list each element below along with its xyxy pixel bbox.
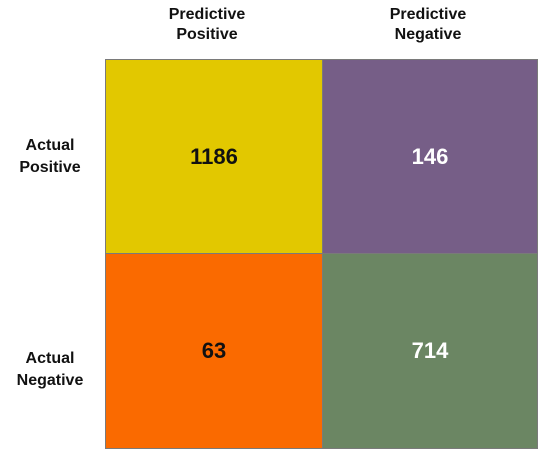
row-header-actual-positive: Actual Positive [10, 135, 90, 179]
column-header-line: Positive [176, 26, 238, 43]
cell-value-true-positive: 1186 [190, 143, 238, 169]
cell-false-negative: 146 [323, 60, 537, 254]
row-header-line: Negative [16, 372, 84, 389]
column-header-line: Negative [394, 26, 462, 43]
column-header-line: Predictive [168, 6, 246, 23]
column-header-predictive-positive: Predictive Positive [99, 5, 315, 45]
row-header-line: Positive [19, 159, 81, 176]
row-header-line: Actual [25, 350, 75, 367]
cell-true-negative: 714 [323, 254, 537, 448]
row-header-actual-negative: Actual Negative [10, 348, 90, 392]
matrix-grid: 1186 146 63 714 [105, 59, 538, 449]
cell-value-true-negative: 714 [411, 338, 449, 363]
cell-false-positive: 63 [106, 254, 323, 448]
cell-value-false-negative: 146 [411, 143, 449, 169]
column-header-predictive-negative: Predictive Negative [320, 5, 536, 45]
cell-value-false-positive: 63 [201, 338, 227, 363]
row-header-line: Actual [25, 137, 75, 154]
cell-true-positive: 1186 [106, 60, 323, 254]
column-header-line: Predictive [389, 6, 467, 23]
